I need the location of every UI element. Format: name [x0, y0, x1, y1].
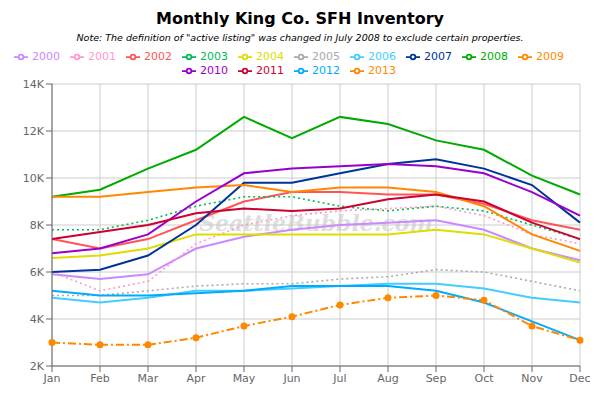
svg-text:2K: 2K: [30, 360, 45, 373]
svg-text:Nov: Nov: [521, 372, 543, 385]
svg-text:Jul: Jul: [332, 372, 346, 385]
svg-text:May: May: [233, 372, 256, 385]
svg-text:12K: 12K: [23, 125, 45, 138]
html-text:2000: 2000: [32, 50, 60, 63]
html-text:Monthly King Co. SFH Inventory: Monthly King Co. SFH Inventory: [156, 9, 444, 28]
html-text:2002: 2002: [144, 50, 172, 63]
svg-text:Jun: Jun: [282, 372, 300, 385]
svg-text:Aug: Aug: [377, 372, 398, 385]
html-text:2003: 2003: [200, 50, 228, 63]
html-text:2013: 2013: [368, 64, 396, 77]
html-text:2007: 2007: [424, 50, 452, 63]
html-text:2006: 2006: [368, 50, 396, 63]
svg-text:8K: 8K: [30, 219, 45, 232]
html-text:2012: 2012: [312, 64, 340, 77]
svg-text:Dec: Dec: [569, 372, 590, 385]
svg-text:4K: 4K: [30, 313, 45, 326]
svg-text:SeattleBubble.com: SeattleBubble.com: [199, 210, 433, 236]
svg-text:6K: 6K: [30, 266, 45, 279]
svg-text:Feb: Feb: [90, 372, 109, 385]
html-text:2010: 2010: [200, 64, 228, 77]
svg-text:Jan: Jan: [43, 372, 61, 385]
html-text:Note: The definition of "activ: Note: The definition of "active listing"…: [76, 32, 524, 43]
svg-text:Sep: Sep: [426, 372, 447, 385]
html-text:2011: 2011: [256, 64, 284, 77]
html-text:2008: 2008: [480, 50, 508, 63]
html-text:2005: 2005: [312, 50, 340, 63]
svg-text:Mar: Mar: [138, 372, 159, 385]
html-text:2004: 2004: [256, 50, 284, 63]
html-text:2001: 2001: [88, 50, 116, 63]
svg-text:Oct: Oct: [474, 372, 494, 385]
svg-text:Apr: Apr: [186, 372, 206, 385]
svg-text:10K: 10K: [23, 172, 45, 185]
html-text:2009: 2009: [536, 50, 564, 63]
svg-text:14K: 14K: [23, 78, 45, 91]
